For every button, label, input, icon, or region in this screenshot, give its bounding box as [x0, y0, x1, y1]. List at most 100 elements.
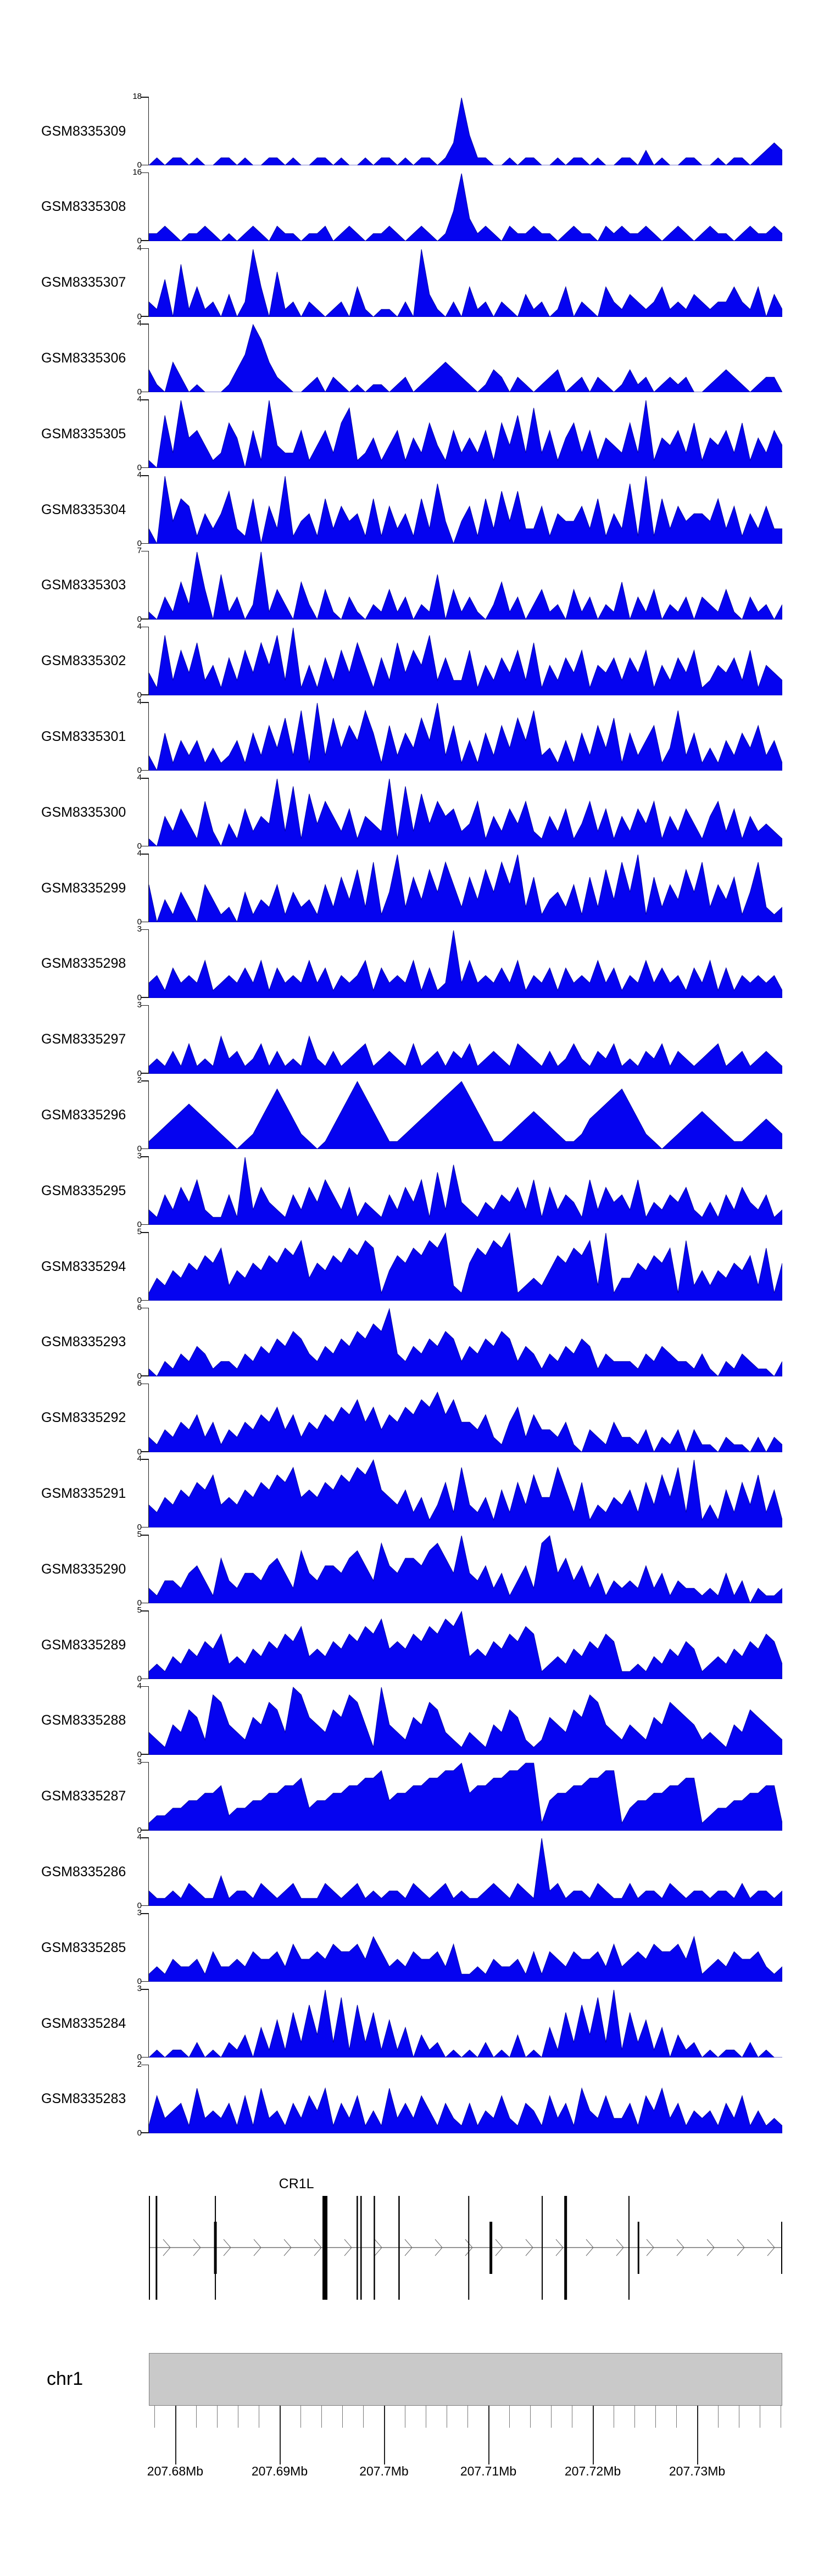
track-sample-label: GSM8335300	[41, 804, 126, 820]
track-row: GSM8335299 4 0	[0, 849, 824, 927]
track-sample-label: GSM8335289	[41, 1637, 126, 1653]
gene-name-label: CR1L	[279, 2176, 314, 2192]
y-axis-zero-label: 0	[137, 1749, 142, 1759]
y-axis-line	[148, 702, 149, 771]
y-axis-line	[148, 324, 149, 393]
track-row: GSM8335289 5 0	[0, 1605, 824, 1683]
track-sample-label: GSM8335288	[41, 1713, 126, 1729]
coverage-area	[149, 1762, 782, 1831]
y-axis-top-tick	[141, 399, 148, 400]
coverage-polygon	[149, 476, 782, 544]
strand-arrow-icon	[646, 2239, 654, 2256]
strand-arrow-icon	[163, 2239, 171, 2256]
coverage-area	[149, 551, 782, 620]
y-axis-line	[148, 97, 149, 165]
strand-arrow-icon	[706, 2239, 715, 2256]
coverage-polygon	[149, 1686, 782, 1755]
ruler-coordinate-label: 207.73Mb	[669, 2464, 726, 2478]
y-axis-max-label: 4	[137, 621, 142, 631]
exon	[322, 2196, 328, 2300]
y-axis-bottom-tick	[141, 2132, 148, 2133]
y-axis-bottom-tick	[141, 770, 148, 771]
y-axis-bottom-tick	[141, 1678, 148, 1679]
track-sample-label: GSM8335295	[41, 1183, 126, 1198]
ruler-coordinate-label: 207.68Mb	[147, 2464, 204, 2478]
coverage-polygon	[149, 1157, 782, 1225]
track-row: GSM8335290 5 0	[0, 1530, 824, 1608]
y-axis-line	[148, 929, 149, 998]
strand-arrow-icon	[676, 2239, 684, 2256]
ruler-minor-tick	[321, 2406, 322, 2428]
y-axis-zero-label: 0	[137, 1296, 142, 1305]
y-axis-bottom-tick	[141, 2056, 148, 2058]
ruler-coordinate-label: 207.71Mb	[460, 2464, 517, 2478]
track-row: GSM8335293 6 0	[0, 1303, 824, 1381]
ruler-minor-tick	[467, 2406, 468, 2428]
track-sample-label: GSM8335309	[41, 123, 126, 139]
exon	[542, 2196, 543, 2300]
ruler-minor-tick	[154, 2406, 155, 2428]
y-axis-zero-label: 0	[137, 1447, 142, 1457]
y-axis-max-label: 5	[137, 1605, 142, 1615]
track-sample-label: GSM8335307	[41, 275, 126, 291]
coverage-polygon	[149, 854, 782, 922]
y-axis-line	[148, 2064, 149, 2133]
y-axis-line	[148, 475, 149, 544]
y-axis-max-label: 4	[137, 773, 142, 783]
coverage-area	[149, 1936, 782, 1982]
track-sample-label: GSM8335286	[41, 1864, 126, 1880]
y-axis-top-tick	[141, 324, 148, 325]
coverage-polygon	[149, 627, 782, 695]
strand-arrow-icon	[374, 2239, 382, 2256]
y-axis-line	[148, 550, 149, 620]
y-axis-top-tick	[141, 248, 148, 249]
coverage-polygon	[149, 400, 782, 469]
y-axis-bottom-tick	[141, 845, 148, 847]
y-axis-bottom-tick	[141, 240, 148, 241]
exon	[360, 2196, 362, 2300]
track-sample-label: GSM8335303	[41, 577, 126, 593]
track-row: GSM8335295 3 0	[0, 1151, 824, 1229]
y-axis-zero-label: 0	[137, 1371, 142, 1381]
strand-arrow-icon	[737, 2239, 745, 2256]
y-axis-bottom-tick	[141, 1300, 148, 1301]
y-axis-top-tick	[141, 1535, 148, 1536]
coverage-polygon	[149, 1307, 782, 1376]
y-axis-max-label: 3	[137, 924, 142, 934]
strand-arrow-icon	[525, 2239, 533, 2256]
coverage-polygon	[149, 1936, 782, 1982]
coverage-polygon	[149, 1459, 782, 1528]
y-axis-max-label: 3	[137, 1908, 142, 1918]
track-sample-label: GSM8335291	[41, 1485, 126, 1501]
coverage-area	[149, 1686, 782, 1755]
ruler-minor-tick	[655, 2406, 656, 2428]
track-row: GSM8335302 4 0	[0, 622, 824, 700]
ruler-major-tick	[593, 2406, 594, 2465]
coverage-area	[149, 173, 782, 241]
strand-arrow-icon	[495, 2239, 503, 2256]
coverage-polygon	[149, 1838, 782, 1906]
y-axis-zero-label: 0	[137, 2128, 142, 2138]
coverage-area	[149, 930, 782, 998]
track-row: GSM8335286 4 0	[0, 1832, 824, 1910]
coverage-area	[149, 1081, 782, 1150]
gene-model	[149, 2196, 782, 2300]
y-axis-top-tick	[141, 1156, 148, 1157]
ruler-coordinate-label: 207.72Mb	[564, 2464, 621, 2478]
strand-arrow-icon	[344, 2239, 352, 2256]
ruler-major-tick	[488, 2406, 489, 2465]
y-axis-max-label: 16	[132, 167, 142, 177]
ruler-coordinate-label: 207.69Mb	[251, 2464, 308, 2478]
y-axis-max-label: 5	[137, 1530, 142, 1540]
track-sample-label: GSM8335284	[41, 2015, 126, 2031]
y-axis-bottom-tick	[141, 1754, 148, 1755]
y-axis-top-tick	[141, 1610, 148, 1612]
y-axis-top-tick	[141, 626, 148, 628]
coverage-area	[149, 249, 782, 317]
track-row: GSM8335294 5 0	[0, 1227, 824, 1305]
y-axis-top-tick	[141, 1307, 148, 1309]
y-axis-max-label: 4	[137, 1454, 142, 1464]
track-sample-label: GSM8335290	[41, 1561, 126, 1577]
y-axis-zero-label: 0	[137, 1977, 142, 1987]
